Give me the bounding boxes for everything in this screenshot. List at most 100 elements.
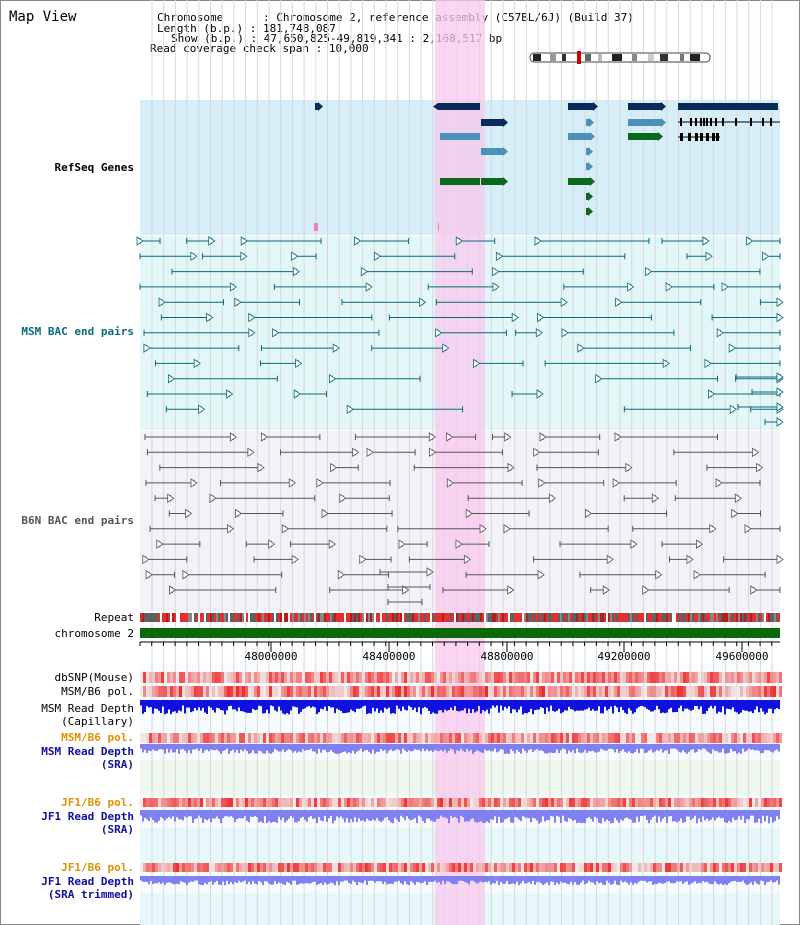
- read-depth-bar: [164, 700, 166, 715]
- read-depth-bar: [298, 744, 300, 752]
- read-depth-bar: [142, 876, 144, 882]
- polymorphism-cell: [167, 798, 170, 807]
- polymorphism-cell: [758, 686, 761, 697]
- read-depth-bar: [360, 810, 362, 821]
- bac-end-arrow: [716, 328, 724, 338]
- polymorphism-cell: [143, 798, 146, 807]
- read-depth-bar: [680, 810, 682, 819]
- polymorphism-cell: [521, 863, 524, 872]
- read-depth-bar: [264, 700, 266, 714]
- repeat-element: [346, 613, 348, 622]
- polymorphism-cell: [197, 733, 200, 743]
- read-depth-bar: [506, 744, 508, 754]
- read-depth-bar: [732, 744, 734, 752]
- read-depth-bar: [322, 876, 324, 885]
- bac-end-arrow: [548, 493, 557, 503]
- polymorphism-cell: [575, 863, 578, 872]
- label-jf1-trim[interactable]: JF1 Read Depth (SRA trimmed): [0, 875, 134, 901]
- read-depth-bar: [576, 700, 578, 711]
- polymorphism-cell: [755, 733, 758, 743]
- read-depth-bar: [142, 810, 144, 822]
- read-depth-bar: [608, 810, 610, 821]
- read-depth-bar: [744, 700, 746, 711]
- repeat-element: [586, 613, 588, 622]
- label-msm-depth-cap[interactable]: MSM Read Depth (Capillary): [0, 702, 134, 728]
- label-dbsnp[interactable]: dbSNP(Mouse): [54, 671, 134, 684]
- polymorphism-cell: [467, 798, 470, 807]
- label-b6n-bac[interactable]: B6N BAC end pairs: [21, 514, 134, 527]
- read-depth-bar: [504, 810, 506, 820]
- bac-end-arrow: [534, 236, 542, 246]
- polymorphism-cell: [680, 863, 683, 872]
- polymorphism-cell: [704, 798, 707, 807]
- polymorphism-cell: [308, 798, 311, 807]
- polymorphism-cell: [167, 686, 170, 697]
- polymorphism-cell: [236, 733, 239, 743]
- read-depth-bar: [594, 876, 596, 885]
- read-depth-bar: [180, 876, 182, 882]
- label-msm-b6-pol-2[interactable]: MSM/B6 pol.: [61, 731, 134, 744]
- label-jf1-pol[interactable]: JF1/B6 pol.: [61, 796, 134, 809]
- read-depth-bar: [778, 744, 780, 752]
- bac-end-arrow: [651, 493, 660, 503]
- read-depth-bar: [764, 876, 766, 885]
- polymorphism-cell: [188, 798, 191, 807]
- read-depth-bar: [430, 700, 432, 714]
- read-depth-bar: [754, 744, 756, 751]
- repeat-element: [554, 613, 556, 622]
- read-depth-bar: [740, 810, 742, 820]
- polymorphism-cell: [659, 672, 662, 683]
- read-depth-bar: [608, 876, 610, 883]
- read-depth-bar: [298, 810, 300, 822]
- label-msm-bac[interactable]: MSM BAC end pairs: [21, 325, 134, 338]
- label-jf1-pol-2[interactable]: JF1/B6 pol.: [61, 861, 134, 874]
- read-depth-bar: [522, 744, 524, 749]
- read-depth-bar: [166, 700, 168, 714]
- label-repeat[interactable]: Repeat: [94, 611, 134, 624]
- polymorphism-cell: [572, 798, 575, 807]
- read-depth-bar: [374, 744, 376, 754]
- label-jf1-depth[interactable]: JF1 Read Depth (SRA): [0, 810, 134, 836]
- polymorphism-cell: [224, 798, 227, 807]
- read-depth-bar: [722, 744, 724, 749]
- polymorphism-cell: [209, 733, 212, 743]
- polymorphism-cell: [269, 672, 272, 683]
- label-msm-b6-pol[interactable]: MSM/B6 pol.: [61, 685, 134, 698]
- polymorphism-cell: [611, 733, 614, 743]
- read-depth-bar: [524, 744, 526, 751]
- read-depth-bar: [612, 700, 614, 714]
- polymorphism-cell: [638, 863, 641, 872]
- repeat-element: [620, 613, 622, 622]
- read-depth-bar: [582, 700, 584, 711]
- polymorphism-cell: [329, 686, 332, 697]
- polymorphism-cell: [461, 672, 464, 683]
- read-depth-bar: [750, 810, 752, 816]
- read-depth-bar: [646, 876, 648, 883]
- label-refseq[interactable]: RefSeq Genes: [54, 161, 134, 174]
- gene-feature: [586, 163, 588, 170]
- polymorphism-cell: [431, 686, 434, 697]
- polymorphism-cell: [533, 686, 536, 697]
- polymorphism-cell: [719, 686, 722, 697]
- polymorphism-cell: [377, 686, 380, 697]
- polymorphism-cell: [527, 733, 530, 743]
- read-depth-bar: [528, 876, 530, 883]
- polymorphism-cell: [752, 798, 755, 807]
- label-chromosome[interactable]: chromosome 2: [54, 627, 134, 640]
- bac-end-arrow: [398, 539, 406, 549]
- gene-exon: [716, 133, 719, 141]
- polymorphism-cell: [143, 672, 146, 683]
- read-depth-bar: [284, 876, 286, 886]
- label-msm-depth-sra[interactable]: MSM Read Depth (SRA): [0, 745, 134, 771]
- read-depth-bar: [670, 744, 672, 749]
- read-depth-bar: [708, 744, 710, 753]
- polymorphism-cell: [221, 863, 224, 872]
- polymorphism-cell: [395, 686, 398, 697]
- polymorphism-cell: [635, 733, 638, 743]
- polymorphism-cell: [353, 798, 356, 807]
- read-depth-bar: [592, 700, 594, 710]
- polymorphism-cell: [701, 672, 704, 683]
- polymorphism-cell: [371, 733, 374, 743]
- polymorphism-cell: [338, 672, 341, 683]
